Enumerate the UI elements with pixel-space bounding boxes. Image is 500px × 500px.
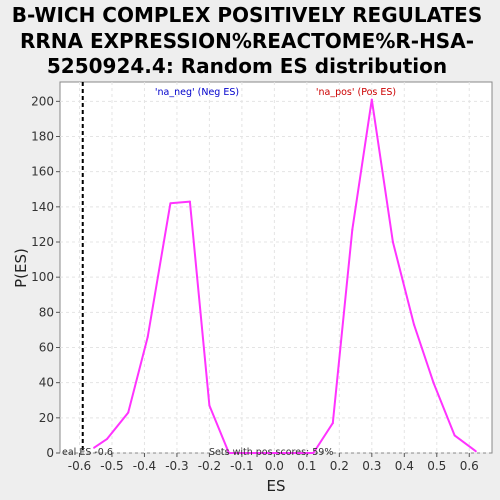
real-es-label: eal ES -0.6 [62, 447, 113, 458]
x-tick-label: -0.5 [100, 459, 123, 473]
x-tick-label: 0.4 [395, 459, 414, 473]
series-layer [93, 98, 477, 454]
x-tick-label: -0.1 [230, 459, 253, 473]
data-point [331, 422, 334, 425]
chart-title-line-3: 5250924.4: Random ES distribution [47, 54, 447, 78]
plot-area [59, 81, 493, 454]
data-point [146, 335, 149, 338]
x-tick-label: 0.3 [362, 459, 381, 473]
y-tick-label: 180 [31, 130, 54, 144]
y-tick-label: 120 [31, 235, 54, 249]
y-tick-label: 140 [31, 200, 54, 214]
y-tick-label: 100 [31, 270, 54, 284]
data-point [169, 202, 172, 205]
data-point [127, 411, 130, 414]
grid-lines [60, 82, 492, 454]
data-point [370, 98, 373, 101]
y-axis-label: P(ES) [12, 248, 30, 288]
chart-title-line-2: RRNA EXPRESSION%REACTOME%R-HSA- [20, 29, 474, 53]
x-tick-label: 0.6 [460, 459, 479, 473]
y-tick-label: 160 [31, 165, 54, 179]
y-tick-label: 0 [46, 446, 54, 460]
data-point [208, 404, 211, 407]
data-point [391, 241, 394, 244]
data-point [351, 228, 354, 231]
data-point [273, 452, 276, 454]
data-point [188, 200, 191, 203]
data-point [312, 452, 315, 454]
data-point [432, 381, 435, 384]
x-tick-label: 0.5 [427, 459, 446, 473]
x-axis-label: ES [267, 477, 286, 495]
data-point [240, 452, 243, 454]
x-tick-label: -0.2 [198, 459, 221, 473]
data-point [453, 434, 456, 437]
x-tick-label: -0.3 [165, 459, 188, 473]
pos-es-annotation: 'na_pos' (Pos ES) [316, 87, 396, 98]
neg-es-annotation: 'na_neg' (Neg ES) [155, 87, 239, 98]
x-tick-label: 0.0 [265, 459, 284, 473]
x-tick-label: 0.2 [330, 459, 349, 473]
y-tick-label: 40 [39, 376, 54, 390]
sets-with-pos-scores-note: Sets with pos scores: 59% [209, 447, 333, 458]
data-point [106, 437, 109, 440]
axis-ticks: -0.6 -0.5 -0.4 -0.3 -0.2 -0.1 0.0 0.1 0.2 0.3 0.4 0… [31, 94, 479, 473]
data-point [413, 323, 416, 326]
x-tick-label: 0.1 [297, 459, 316, 473]
x-tick-label: -0.6 [68, 459, 91, 473]
data-point [227, 452, 230, 454]
chart-title-line-1: B-WICH COMPLEX POSITIVELY REGULATES [12, 3, 482, 27]
y-tick-label: 60 [39, 341, 54, 355]
y-tick-label: 200 [31, 94, 54, 108]
data-point [93, 446, 96, 449]
x-tick-label: -0.4 [133, 459, 156, 473]
data-point [474, 450, 477, 453]
y-tick-label: 20 [39, 411, 54, 425]
y-tick-label: 80 [39, 305, 54, 319]
